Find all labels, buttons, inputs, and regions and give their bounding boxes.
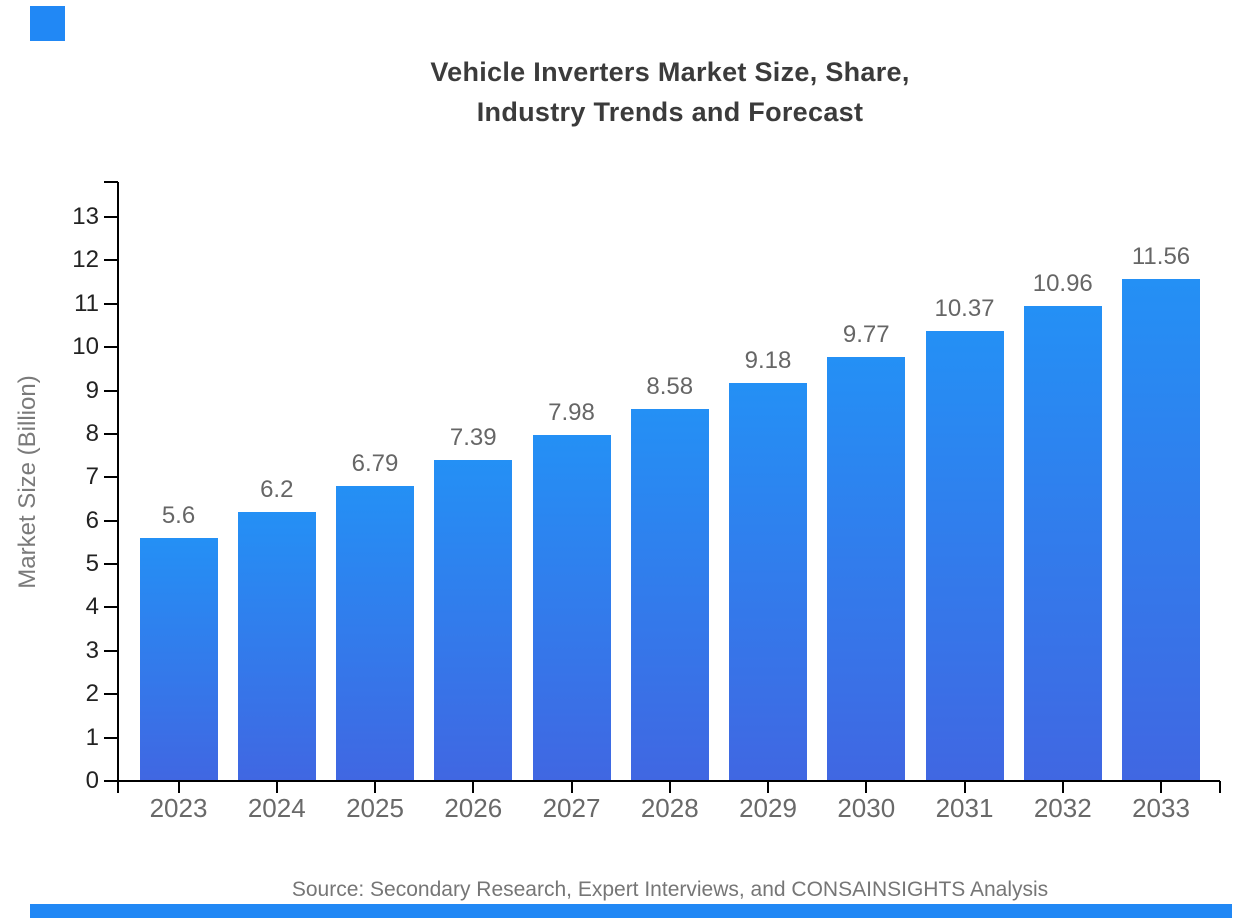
x-tick-label-2026: 2026 [444,793,503,823]
y-tick [104,606,118,609]
bar-value-label: 8.58 [646,372,694,400]
y-tick [104,216,118,218]
x-axis-end-cap [1219,781,1221,793]
x-tick-label-2032: 2032 [1033,793,1092,823]
y-tick [104,389,118,392]
y-axis-line [117,182,119,793]
bar-value-label: 9.77 [842,321,890,349]
x-tick-label-2025: 2025 [346,793,404,823]
y-tick-label: 6 [85,506,99,534]
bar-value-label: 5.6 [161,502,196,530]
y-tick [104,519,118,522]
x-tick-label-2028: 2028 [640,793,699,823]
x-axis-line [118,780,1220,782]
x-tick [374,782,376,793]
y-tick [104,346,118,349]
bar-2030 [827,357,906,780]
y-tick-label: 9 [85,376,99,404]
y-tick-label: 7 [85,463,99,491]
x-tick-label-2027: 2027 [542,793,601,823]
y-tick-label: 1 [85,723,99,751]
bar-2027 [532,434,611,780]
bar-value-label: 11.56 [1131,243,1191,271]
x-tick [963,782,966,793]
bar-value-label: 9.18 [744,346,792,374]
y-tick-label: 3 [85,636,99,664]
source-note: Source: Secondary Research, Expert Inter… [291,878,1049,901]
y-tick-label: 5 [85,550,99,578]
y-tick-label: 12 [72,246,99,274]
bar-value-label: 10.96 [1032,269,1093,297]
y-tick [104,432,118,435]
x-tick-label-2031: 2031 [935,793,994,823]
y-tick-label: 0 [85,767,99,794]
x-tick [177,782,180,793]
x-tick-label-2030: 2030 [837,793,896,823]
y-tick [104,693,118,696]
y-tick [104,736,118,739]
y-tick-label: 8 [85,419,99,447]
y-tick-label: 13 [72,203,99,230]
bar-2033 [1122,279,1200,780]
y-tick-label: 11 [74,289,99,317]
brand-corner-square [30,6,65,41]
bar-value-label: 10.37 [934,295,995,323]
y-tick [104,476,118,479]
x-tick [767,782,769,793]
bar-2026 [434,460,513,780]
x-tick [472,782,475,793]
bar-value-label: 7.39 [449,424,497,452]
bar-value-label: 6.2 [260,476,294,503]
bar-2032 [1023,305,1102,780]
bar-2025 [336,486,414,780]
x-tick-label-2024: 2024 [247,793,306,823]
bar-value-label: 6.79 [351,450,399,478]
y-tick-label: 2 [85,680,99,708]
bar-2023 [139,538,218,780]
y-tick-label: 4 [85,593,99,621]
bar-2029 [729,382,807,780]
bar-2031 [925,331,1004,780]
x-tick [275,782,278,793]
x-tick [865,782,868,793]
chart-title-line1: Vehicle Inverters Market Size, Share, [430,57,910,87]
x-tick-label-2033: 2033 [1132,793,1190,823]
x-tick [1160,782,1162,793]
bar-value-label: 7.98 [548,398,595,426]
x-tick [570,782,573,793]
y-tick [104,302,118,305]
x-tick [1061,782,1064,793]
y-tick [104,563,118,566]
chart-title-line2: Industry Trends and Forecast [476,97,864,127]
y-tick [104,649,118,652]
y-tick [104,780,118,782]
x-tick-label-2023: 2023 [149,793,208,823]
x-tick [668,782,671,793]
y-axis-top-cap [104,181,118,183]
y-axis-label: Market Size (Billion) [14,375,41,589]
brand-footer-bar [30,904,1232,918]
y-tick [104,259,118,262]
x-tick-label-2029: 2029 [739,793,797,823]
bar-2028 [630,408,709,780]
chart-title: Vehicle Inverters Market Size, Share, In… [0,52,1260,132]
y-tick-label: 10 [72,333,99,361]
bar-2024 [237,512,316,780]
